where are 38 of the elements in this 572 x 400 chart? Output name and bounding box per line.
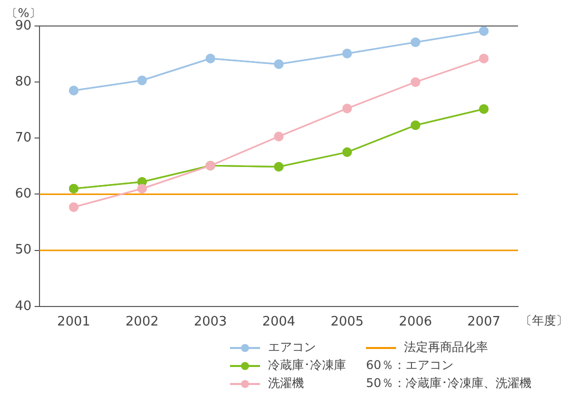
point: [68, 86, 78, 96]
y-tick-label: 80: [14, 74, 32, 90]
point: [274, 162, 284, 172]
point: [342, 104, 352, 114]
point: [137, 184, 147, 194]
point: [479, 54, 489, 64]
legend-label: エアコン: [268, 340, 316, 354]
x-tick-label: 2005: [330, 314, 364, 330]
x-tick-label: 2007: [467, 314, 500, 330]
text: 50％：冷蔵庫･冷凍庫、洗濯機: [366, 376, 532, 390]
y-tick-label: 90: [14, 18, 32, 34]
point: [274, 132, 284, 142]
point: [342, 147, 352, 157]
x-tick-label: 2002: [126, 314, 159, 330]
point: [410, 38, 420, 48]
text: 法定再商品化率: [404, 340, 488, 354]
x-tick-label: 2004: [262, 314, 296, 330]
point: [68, 184, 78, 194]
point: [206, 54, 216, 64]
point: [137, 76, 147, 86]
point: [410, 120, 420, 130]
point: [342, 48, 352, 58]
x-tick-label: 2003: [194, 314, 227, 330]
point: [410, 77, 420, 87]
y-tick-label: 50: [14, 242, 32, 258]
point: [274, 59, 284, 69]
y-tick-label: 70: [14, 130, 32, 146]
x-tick-label: 2006: [398, 314, 432, 330]
legend-label: 冷蔵庫･冷凍庫: [268, 358, 346, 372]
x-axis-title: 〔年度〕: [520, 314, 568, 328]
y-tick-label: 60: [14, 186, 32, 202]
legend-label: 洗濯機: [268, 376, 304, 390]
point: [479, 26, 489, 36]
y-tick-label: 40: [14, 298, 32, 314]
x-tick-label: 2001: [57, 314, 90, 330]
point: [479, 104, 489, 114]
text: 60％：エアコン: [366, 358, 454, 372]
point: [68, 202, 78, 212]
